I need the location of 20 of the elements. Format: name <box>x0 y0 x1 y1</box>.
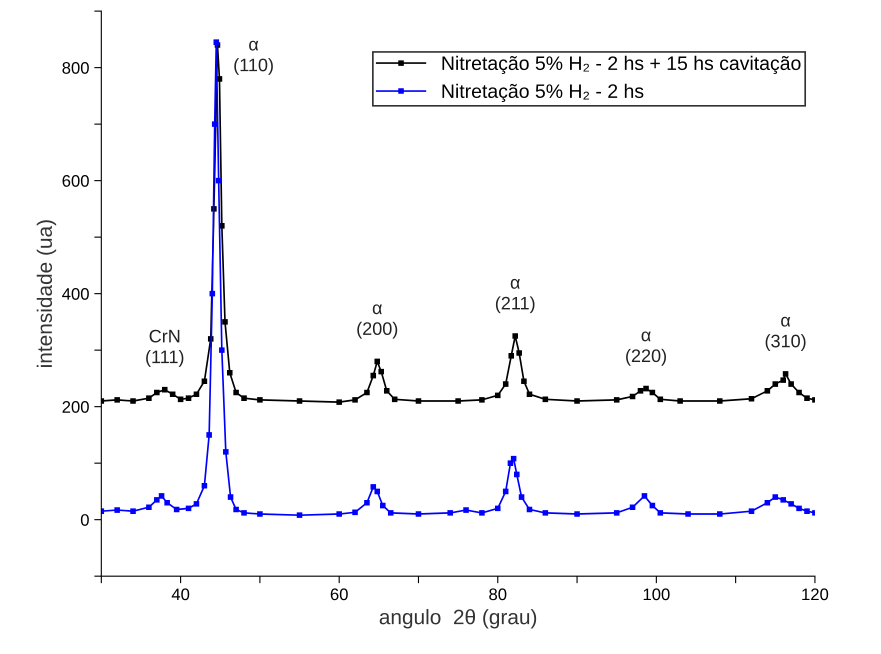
x-axis-title: angulo 2θ (grau) <box>380 609 536 628</box>
legend-label: Nitretação 5% H₂ - 2 hs <box>442 84 644 102</box>
annotation: CrN (111) <box>146 330 184 367</box>
y-axis-title: intensidade (ua) <box>36 220 56 367</box>
annotation: α (220) <box>626 331 666 366</box>
x-tick-label: 60 <box>330 588 348 600</box>
annotation: α (200) <box>357 304 398 339</box>
annotation: α (310) <box>766 316 806 352</box>
x-tick-label: 100 <box>644 588 670 600</box>
x-tick-label: 40 <box>172 588 190 600</box>
y-tick-label: 200 <box>62 401 89 413</box>
annotation: α (110) <box>234 40 273 75</box>
y-tick-label: 800 <box>62 62 89 74</box>
x-tick-label: 80 <box>489 588 506 600</box>
y-tick-label: 400 <box>62 288 89 300</box>
y-tick-label: 0 <box>80 514 89 526</box>
legend-label: Nitretação 5% H₂ - 2 hs + 15 hs cavitação <box>442 56 801 74</box>
y-tick-label: 600 <box>62 175 89 187</box>
x-tick-label: 120 <box>802 588 828 600</box>
annotation: α (211) <box>496 278 534 314</box>
